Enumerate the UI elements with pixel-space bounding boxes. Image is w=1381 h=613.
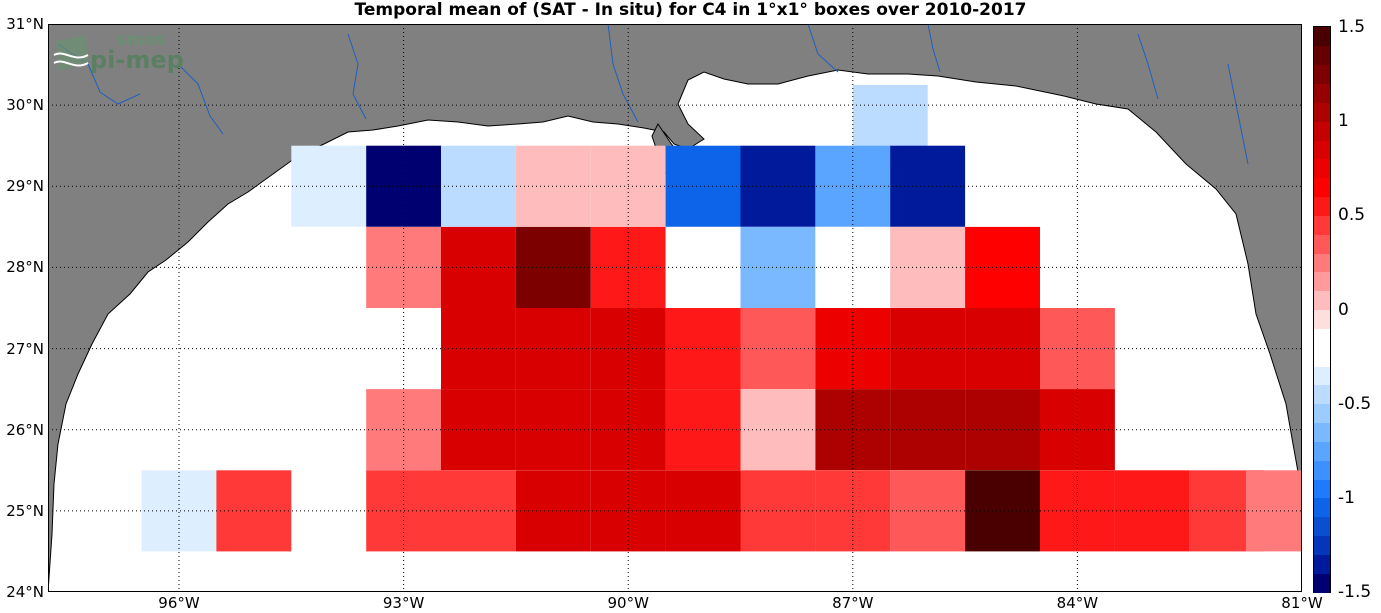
colorbar-segment <box>1314 158 1330 179</box>
heatmap-cell <box>1245 470 1302 552</box>
heatmap-cell <box>890 389 966 471</box>
heatmap-cell <box>366 389 442 471</box>
map-canvas <box>48 24 1302 592</box>
colorbar-segment <box>1314 460 1330 480</box>
heatmap-cell <box>515 389 591 471</box>
heatmap-cell <box>441 308 516 390</box>
colorbar-segment <box>1314 347 1330 367</box>
heatmap-cell <box>441 145 516 227</box>
logo-wave-icon <box>53 35 89 71</box>
colorbar-segment <box>1314 140 1330 160</box>
heatmap-cell <box>1040 389 1115 471</box>
colorbar-segment <box>1314 102 1330 122</box>
colorbar-tick-label: 1 <box>1338 111 1349 132</box>
heatmap-cell <box>890 308 966 390</box>
heatmap-cell <box>965 226 1040 308</box>
colorbar-segment <box>1314 328 1330 348</box>
smos-pimep-logo: smos pi-mep <box>52 31 192 81</box>
colorbar-segment <box>1314 422 1330 442</box>
colorbar-tick-label: -1 <box>1338 487 1355 508</box>
longitude-tick-label: 90°W <box>607 594 649 612</box>
heatmap-cell <box>366 470 442 552</box>
colorbar-tick-label: 1.5 <box>1338 17 1366 37</box>
heatmap-cell <box>890 145 966 227</box>
colorbar-tick-label: -1.5 <box>1338 582 1372 602</box>
colorbar-segment <box>1314 535 1330 555</box>
heatmap-cell <box>890 470 966 552</box>
colorbar-segment <box>1314 479 1330 499</box>
colorbar-segment <box>1314 45 1330 66</box>
colorbar-segment <box>1314 573 1330 593</box>
colorbar-segment <box>1314 271 1330 292</box>
colorbar-segment <box>1314 253 1330 273</box>
colorbar-segment <box>1314 309 1330 329</box>
colorbar-segment <box>1314 121 1330 141</box>
map-title: Temporal mean of (SAT - In situ) for C4 … <box>354 0 1027 20</box>
heatmap-cells <box>141 84 1302 552</box>
latitude-tick-label: 28°N <box>6 258 44 277</box>
longitude-tick-label: 87°W <box>832 594 874 612</box>
heatmap-cell <box>366 145 442 227</box>
graticule <box>48 24 1302 592</box>
colorbar-segment <box>1314 290 1330 311</box>
latitude-tick-label: 30°N <box>6 96 44 115</box>
latitude-tick-label: 26°N <box>6 420 44 439</box>
heatmap-cell <box>441 470 516 552</box>
heatmap-cell <box>366 226 442 308</box>
colorbar <box>1313 26 1331 593</box>
colorbar-segment <box>1314 554 1330 574</box>
latitude-tick-label: 25°N <box>6 501 44 520</box>
colorbar-segment <box>1314 497 1330 518</box>
heatmap-cell <box>965 389 1040 471</box>
heatmap-cell <box>965 470 1040 552</box>
colorbar-tick-label: 0.5 <box>1338 205 1366 226</box>
colorbar-segment <box>1314 196 1330 216</box>
longitude-tick-label: 96°W <box>158 594 200 612</box>
heatmap-cell <box>441 389 516 471</box>
colorbar-segment <box>1314 516 1330 537</box>
colorbar-segment <box>1314 83 1330 103</box>
colorbar-tick-label: -0.5 <box>1338 393 1372 414</box>
heatmap-cell <box>515 145 591 227</box>
colorbar-segment <box>1314 177 1330 198</box>
rivers <box>57 24 1249 165</box>
colorbar-segment <box>1314 215 1330 235</box>
heatmap-cell <box>965 308 1040 390</box>
colorbar-segment <box>1314 64 1330 85</box>
latitude-tick-label: 29°N <box>6 177 44 196</box>
heatmap-cell <box>515 308 591 390</box>
heatmap-cell <box>515 470 591 552</box>
colorbar-segment <box>1314 27 1330 47</box>
heatmap-cell <box>441 226 516 308</box>
colorbar-segment <box>1314 384 1330 405</box>
colorbar-segment <box>1314 234 1330 254</box>
logo-text-smos: smos <box>116 30 166 50</box>
colorbar-segment <box>1314 403 1330 424</box>
longitude-tick-label: 81°W <box>1281 594 1323 612</box>
longitude-tick-label: 93°W <box>382 594 425 612</box>
land-mass <box>48 24 1302 592</box>
colorbar-segment <box>1314 441 1330 461</box>
heatmap-cell <box>890 226 966 308</box>
colorbar-tick-label: 0 <box>1338 299 1349 320</box>
heatmap-cell <box>515 226 591 308</box>
logo-text-pimep: pi-mep <box>90 46 184 74</box>
latitude-tick-label: 31°N <box>6 15 44 33</box>
longitude-tick-label: 84°W <box>1056 594 1099 612</box>
map-border <box>48 24 1302 592</box>
latitude-tick-label: 27°N <box>6 339 44 358</box>
map-area <box>48 24 1302 592</box>
latitude-tick-label: 24°N <box>6 583 44 601</box>
heatmap-cell <box>1040 470 1115 552</box>
colorbar-segment <box>1314 366 1330 386</box>
